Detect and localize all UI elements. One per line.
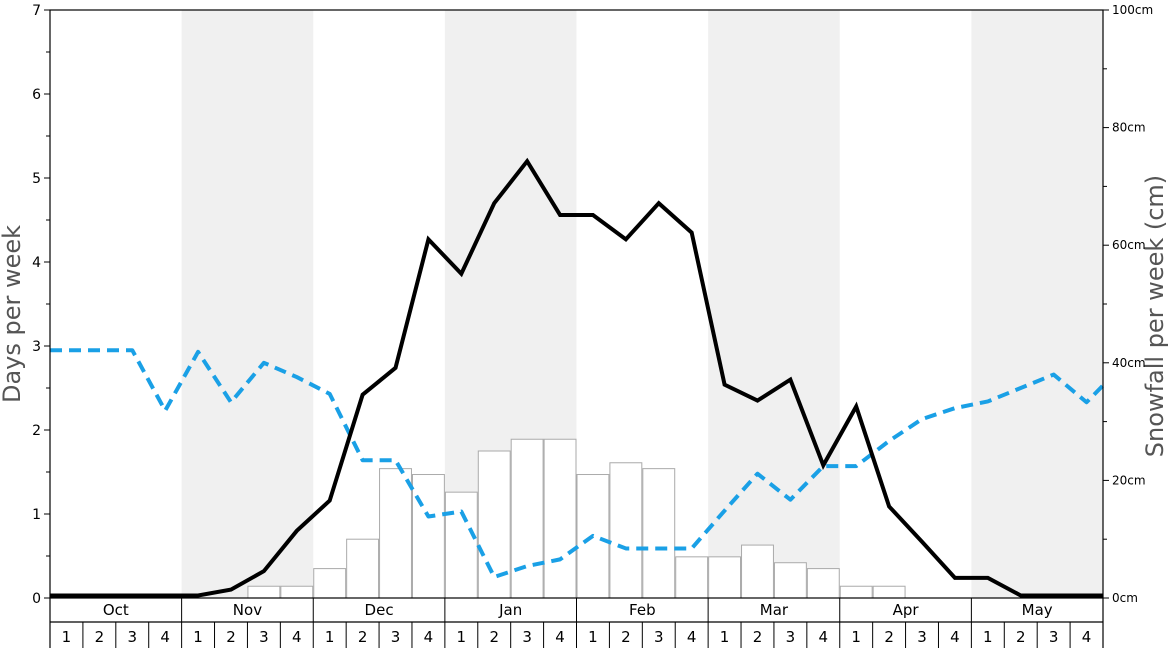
right-tick-label: 80cm: [1112, 121, 1146, 135]
left-tick-label: 0: [32, 591, 41, 607]
snowfall-bar: [510, 438, 544, 599]
week-label: 2: [95, 628, 105, 646]
week-label: 2: [358, 628, 368, 646]
snowfall-bar: [741, 544, 774, 599]
dashed-series-line: [50, 348, 1105, 579]
snowfall-bar: [247, 585, 281, 599]
right-tick-label: 40cm: [1112, 356, 1146, 370]
snowfall-bar: [411, 474, 445, 599]
week-label: 3: [786, 628, 796, 646]
week-label: 3: [654, 628, 664, 646]
right-tick-label: 60cm: [1112, 238, 1146, 252]
month-label-feb: Feb: [629, 601, 656, 619]
week-label: 2: [489, 628, 499, 646]
right-tick-label: 20cm: [1112, 473, 1146, 487]
snowfall-bar: [675, 556, 709, 599]
snowfall-bar: [477, 450, 511, 599]
snowfall-bar: [543, 438, 577, 599]
week-label: 1: [720, 628, 730, 646]
left-tick-label: 6: [32, 87, 41, 103]
week-label: 1: [457, 628, 467, 646]
week-label: 2: [621, 628, 631, 646]
month-label-nov: Nov: [233, 601, 262, 619]
snowfall-bar: [346, 538, 380, 599]
month-band-may: [971, 10, 1103, 598]
month-label-mar: Mar: [760, 601, 789, 619]
week-label: 3: [1049, 628, 1059, 646]
week-label: 1: [325, 628, 335, 646]
right-tick-label: 0cm: [1112, 591, 1138, 605]
week-label: 1: [62, 628, 72, 646]
week-label: 2: [884, 628, 894, 646]
left-tick-label: 3: [32, 339, 41, 355]
week-label: 3: [391, 628, 401, 646]
week-label: 3: [522, 628, 532, 646]
week-label: 2: [1016, 628, 1026, 646]
left-tick-label: 2: [32, 423, 41, 439]
week-label: 3: [917, 628, 927, 646]
snowfall-bar: [313, 568, 347, 599]
week-label: 1: [588, 628, 598, 646]
week-label: 4: [687, 628, 697, 646]
snow-days-line: [50, 157, 1103, 598]
month-label-jan: Jan: [498, 601, 522, 619]
week-label: 4: [950, 628, 960, 646]
week-label: 1: [983, 628, 993, 646]
week-label: 1: [851, 628, 861, 646]
week-label: 4: [819, 628, 829, 646]
snowfall-bar: [642, 468, 676, 599]
week-label: 4: [555, 628, 565, 646]
right-tick-label: 100cm: [1112, 3, 1153, 17]
left-axis-title: Days per week: [0, 225, 26, 403]
week-label: 1: [193, 628, 203, 646]
week-label: 2: [226, 628, 236, 646]
snowfall-bar: [806, 568, 840, 599]
week-label: 4: [160, 628, 170, 646]
snowfall-bar: [280, 585, 314, 599]
right-axis-title: Snowfall per week (cm): [1141, 175, 1168, 457]
snowfall-bar: [379, 468, 412, 599]
week-label: 4: [292, 628, 302, 646]
snowfall-bar: [609, 462, 643, 599]
month-label-dec: Dec: [365, 601, 394, 619]
week-label: 3: [259, 628, 269, 646]
week-label: 3: [127, 628, 137, 646]
week-label: 4: [424, 628, 434, 646]
snowfall-bar: [773, 562, 807, 599]
left-tick-label: 1: [32, 507, 41, 523]
snowfall-bar: [872, 585, 906, 599]
snowfall-bar: [839, 585, 873, 599]
month-band-nov: [181, 10, 314, 598]
left-tick-label: 5: [32, 171, 41, 187]
month-label-apr: Apr: [893, 601, 920, 619]
snowfall-bar: [444, 491, 478, 599]
week-label: 2: [753, 628, 763, 646]
month-band-mar: [708, 10, 840, 598]
week-label: 4: [1082, 628, 1092, 646]
month-label-oct: Oct: [103, 601, 129, 619]
month-label-may: May: [1022, 601, 1053, 619]
snowfall-bar: [708, 556, 742, 599]
left-tick-label: 4: [32, 255, 41, 271]
left-tick-label: 7: [32, 3, 41, 19]
